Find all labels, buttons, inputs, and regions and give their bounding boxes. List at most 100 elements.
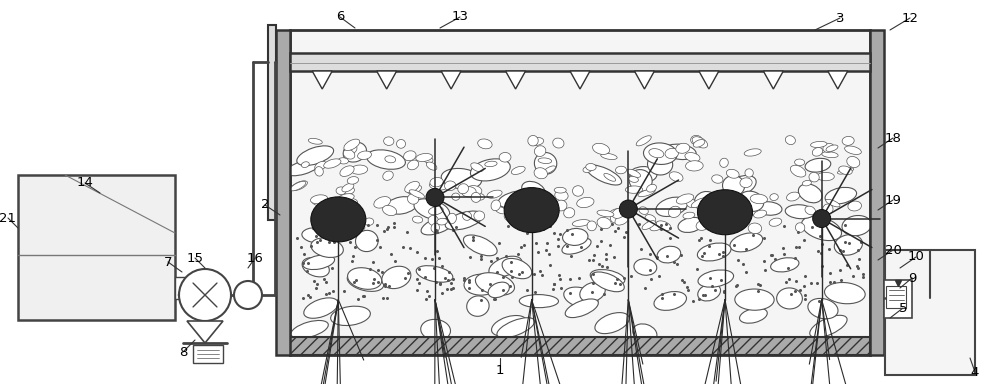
Text: 1: 1 (496, 364, 504, 376)
Ellipse shape (627, 169, 641, 177)
Ellipse shape (445, 211, 483, 230)
Ellipse shape (429, 207, 443, 215)
Ellipse shape (583, 167, 592, 172)
Ellipse shape (657, 246, 681, 263)
Ellipse shape (742, 196, 766, 215)
Ellipse shape (336, 187, 346, 195)
Text: 20: 20 (885, 243, 901, 257)
Text: 5: 5 (899, 301, 907, 314)
Ellipse shape (542, 195, 552, 206)
Ellipse shape (478, 139, 492, 149)
Ellipse shape (487, 190, 502, 198)
Ellipse shape (488, 282, 509, 298)
Ellipse shape (735, 289, 774, 310)
Ellipse shape (823, 204, 833, 214)
Ellipse shape (465, 185, 482, 196)
Polygon shape (828, 71, 848, 89)
Ellipse shape (498, 190, 536, 208)
Ellipse shape (580, 282, 605, 302)
Ellipse shape (495, 207, 507, 214)
Bar (885, 250, 975, 375)
Ellipse shape (842, 215, 871, 236)
Ellipse shape (397, 139, 406, 148)
Ellipse shape (447, 213, 456, 224)
Ellipse shape (331, 306, 370, 326)
Ellipse shape (470, 159, 510, 181)
Ellipse shape (343, 149, 355, 159)
Ellipse shape (587, 165, 622, 185)
Ellipse shape (825, 187, 857, 204)
Ellipse shape (324, 159, 341, 168)
Ellipse shape (577, 197, 594, 208)
Ellipse shape (698, 284, 721, 301)
Ellipse shape (771, 258, 799, 272)
Ellipse shape (610, 213, 620, 223)
Ellipse shape (692, 137, 708, 148)
Bar (886, 286, 906, 308)
Ellipse shape (429, 182, 447, 190)
Ellipse shape (416, 266, 453, 282)
Ellipse shape (407, 185, 422, 194)
Ellipse shape (809, 172, 819, 182)
Ellipse shape (407, 194, 419, 204)
Ellipse shape (485, 161, 497, 167)
Ellipse shape (685, 152, 700, 162)
Ellipse shape (740, 308, 767, 323)
Text: 8: 8 (179, 346, 187, 359)
Bar (193, 345, 223, 363)
Ellipse shape (650, 222, 664, 231)
Ellipse shape (795, 223, 805, 232)
Ellipse shape (404, 151, 416, 161)
Ellipse shape (785, 136, 795, 144)
Ellipse shape (302, 228, 335, 243)
Ellipse shape (683, 212, 695, 219)
Ellipse shape (723, 175, 745, 196)
Ellipse shape (691, 136, 702, 145)
Ellipse shape (543, 166, 556, 174)
Text: 16: 16 (247, 252, 263, 265)
Ellipse shape (717, 214, 732, 224)
Ellipse shape (538, 158, 552, 164)
Ellipse shape (615, 215, 629, 225)
Ellipse shape (664, 144, 696, 160)
Text: 3: 3 (836, 12, 844, 25)
Ellipse shape (290, 181, 306, 191)
Ellipse shape (643, 143, 677, 164)
Ellipse shape (428, 215, 438, 225)
Ellipse shape (358, 151, 371, 159)
Text: 10: 10 (908, 250, 924, 263)
Ellipse shape (347, 272, 384, 291)
Ellipse shape (745, 169, 753, 177)
Ellipse shape (441, 169, 482, 189)
Ellipse shape (297, 146, 334, 166)
Polygon shape (312, 71, 332, 89)
Ellipse shape (302, 258, 329, 277)
Ellipse shape (656, 197, 687, 217)
Ellipse shape (629, 167, 657, 183)
Text: 13: 13 (452, 10, 468, 23)
Ellipse shape (529, 137, 544, 146)
Text: 15: 15 (186, 252, 204, 265)
Ellipse shape (812, 147, 823, 156)
Ellipse shape (572, 220, 590, 227)
Ellipse shape (504, 188, 559, 233)
Polygon shape (187, 321, 223, 343)
Ellipse shape (839, 166, 852, 175)
Ellipse shape (553, 138, 564, 148)
Ellipse shape (458, 184, 469, 194)
Bar (175, 276, 185, 298)
Ellipse shape (823, 144, 834, 152)
Ellipse shape (308, 138, 322, 144)
Ellipse shape (344, 139, 360, 151)
Ellipse shape (431, 190, 441, 199)
Ellipse shape (405, 181, 419, 193)
Ellipse shape (445, 181, 456, 190)
Ellipse shape (654, 291, 686, 310)
Ellipse shape (414, 199, 450, 220)
Ellipse shape (312, 198, 329, 206)
Ellipse shape (691, 198, 707, 208)
Ellipse shape (750, 194, 767, 204)
Ellipse shape (499, 152, 511, 162)
Ellipse shape (356, 230, 378, 252)
Ellipse shape (604, 174, 616, 181)
